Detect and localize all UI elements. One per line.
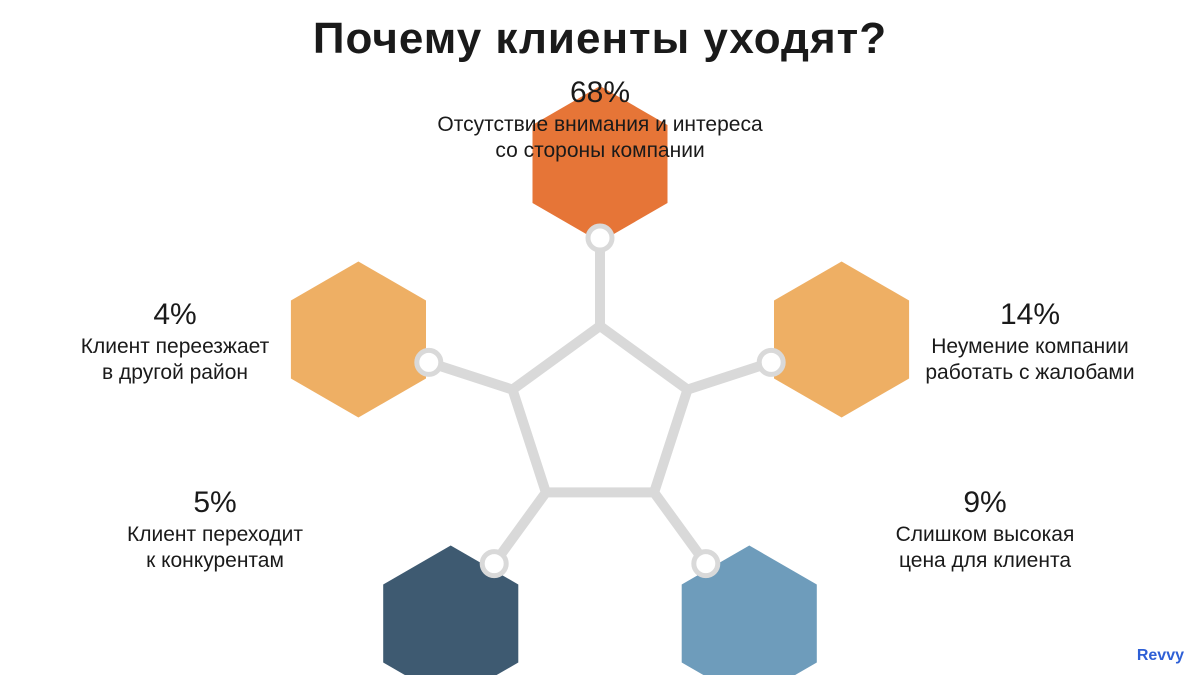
reason-label-n4: 4%Клиент переезжаетв другой район (25, 296, 325, 386)
reason-label-n0: 68%Отсутствие внимания и интересасо стор… (340, 74, 860, 164)
connector-node (694, 552, 718, 576)
reason-label-n3: 5%Клиент переходитк конкурентам (65, 484, 365, 574)
reason-percent: 68% (340, 74, 860, 112)
connector-pentagon (513, 326, 688, 492)
reason-label-n2: 9%Слишком высокаяцена для клиента (835, 484, 1135, 574)
connector-node (588, 226, 612, 250)
reason-desc-line: со стороны компании (340, 138, 860, 164)
reason-desc-line: работать с жалобами (880, 360, 1180, 386)
reason-percent: 9% (835, 484, 1135, 522)
reason-percent: 4% (25, 296, 325, 334)
brand-mark: Revvy (1137, 647, 1184, 665)
reason-desc-line: цена для клиента (835, 548, 1135, 574)
reason-desc-line: Неумение компании (880, 334, 1180, 360)
reason-desc-line: в другой район (25, 360, 325, 386)
reason-desc-line: Отсутствие внимания и интереса (340, 112, 860, 138)
reason-desc-line: Клиент переезжает (25, 334, 325, 360)
infographic-stage: Почему клиенты уходят? 68%Отсутствие вни… (0, 0, 1200, 675)
reason-desc-line: Слишком высокая (835, 522, 1135, 548)
connector-node (759, 350, 783, 374)
reason-percent: 5% (65, 484, 365, 522)
connector-node (482, 552, 506, 576)
page-title: Почему клиенты уходят? (0, 14, 1200, 64)
connector-node (417, 350, 441, 374)
reason-percent: 14% (880, 296, 1180, 334)
reason-label-n1: 14%Неумение компанииработать с жалобами (880, 296, 1180, 386)
reason-desc-line: к конкурентам (65, 548, 365, 574)
reason-desc-line: Клиент переходит (65, 522, 365, 548)
